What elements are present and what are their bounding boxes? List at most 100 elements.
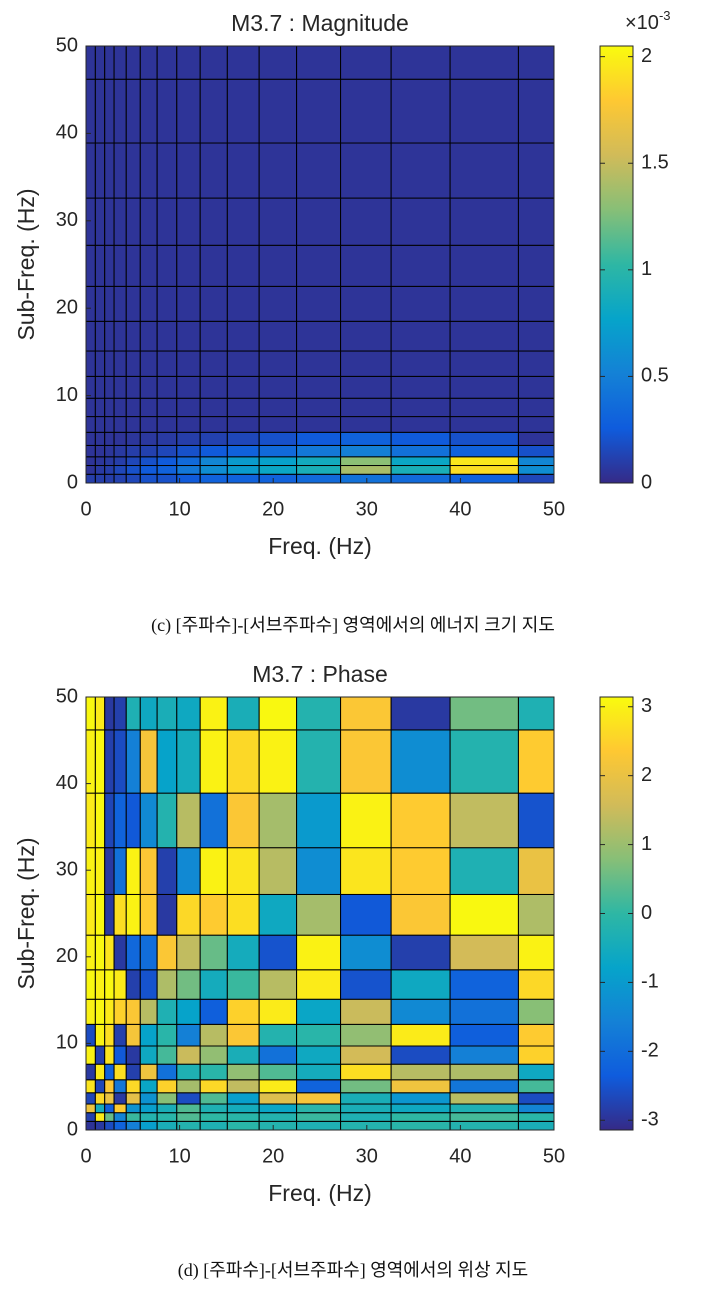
cell	[340, 1063, 392, 1081]
cell	[517, 465, 555, 475]
cell	[390, 431, 451, 446]
cell	[125, 1112, 141, 1122]
cell	[113, 416, 127, 433]
cell	[517, 45, 555, 80]
cell	[226, 1092, 260, 1105]
cell	[104, 1120, 115, 1131]
cell	[125, 792, 141, 849]
cell	[104, 1023, 115, 1047]
cell	[340, 473, 392, 484]
cell	[125, 78, 141, 144]
x-tick-label: 30	[356, 1145, 378, 1167]
cell	[176, 1103, 201, 1114]
cell	[176, 142, 201, 199]
x-tick-label: 20	[262, 1145, 284, 1167]
cell	[156, 285, 178, 322]
cell	[226, 397, 260, 418]
cell	[104, 456, 115, 467]
cell	[156, 969, 178, 1000]
cell	[139, 444, 158, 458]
cell	[139, 473, 158, 484]
cell	[340, 893, 392, 936]
cell	[113, 444, 127, 458]
cell	[199, 320, 228, 352]
cell	[258, 792, 298, 849]
cell	[199, 1079, 228, 1094]
cell	[449, 847, 519, 895]
cell	[85, 244, 96, 287]
cell	[104, 78, 115, 144]
cell	[113, 397, 127, 418]
cell	[258, 197, 298, 246]
cell	[449, 1023, 519, 1047]
cell	[125, 456, 141, 467]
colorbar-tick-label: 3	[641, 695, 652, 717]
cell	[176, 416, 201, 433]
y-tick-label: 30	[56, 209, 78, 231]
cell	[517, 729, 555, 794]
cell	[296, 1120, 342, 1131]
chart-title: M3.7 : Phase	[252, 661, 388, 687]
cell	[390, 1063, 451, 1081]
cell	[296, 998, 342, 1025]
cell	[340, 78, 392, 144]
colorbar-tick-label: 0.5	[641, 365, 669, 387]
cell	[85, 696, 96, 731]
cell	[176, 696, 201, 731]
cell	[176, 969, 201, 1000]
cell	[390, 465, 451, 475]
cell	[85, 465, 96, 475]
cell	[85, 142, 96, 199]
cell	[258, 1023, 298, 1047]
x-tick-label: 0	[80, 1145, 91, 1167]
cell	[517, 1023, 555, 1047]
cell	[156, 1045, 178, 1065]
cell	[517, 285, 555, 322]
cell	[296, 397, 342, 418]
cell	[139, 320, 158, 352]
cell	[199, 696, 228, 731]
cell	[340, 45, 392, 80]
cell	[226, 142, 260, 199]
cell	[94, 1092, 106, 1105]
cell	[176, 244, 201, 287]
cell	[449, 416, 519, 433]
cell	[125, 696, 141, 731]
cell	[94, 998, 106, 1025]
cell	[176, 1063, 201, 1081]
y-tick-label: 40	[56, 122, 78, 144]
cell	[139, 792, 158, 849]
cell	[85, 416, 96, 433]
cell	[296, 350, 342, 377]
cell	[226, 1045, 260, 1065]
colorbar-tick-label: 2	[641, 764, 652, 786]
cell	[139, 45, 158, 80]
cell	[125, 998, 141, 1025]
cell	[340, 444, 392, 458]
cell	[258, 729, 298, 794]
cell	[517, 1112, 555, 1122]
cell	[199, 397, 228, 418]
cell	[156, 696, 178, 731]
x-tick-label: 0	[80, 498, 91, 520]
cell	[94, 431, 106, 446]
cell	[139, 1120, 158, 1131]
y-tick-label: 50	[56, 34, 78, 56]
cell	[104, 244, 115, 287]
cell	[258, 934, 298, 971]
cell	[125, 444, 141, 458]
cell	[125, 1120, 141, 1131]
cell	[85, 1103, 96, 1114]
cell	[449, 696, 519, 731]
cell	[199, 416, 228, 433]
cell	[517, 1120, 555, 1131]
cell	[199, 350, 228, 377]
cell	[94, 78, 106, 144]
cell	[258, 1103, 298, 1114]
cell	[340, 197, 392, 246]
cell	[449, 934, 519, 971]
cell	[258, 893, 298, 936]
cell	[390, 456, 451, 467]
cell	[296, 1045, 342, 1065]
